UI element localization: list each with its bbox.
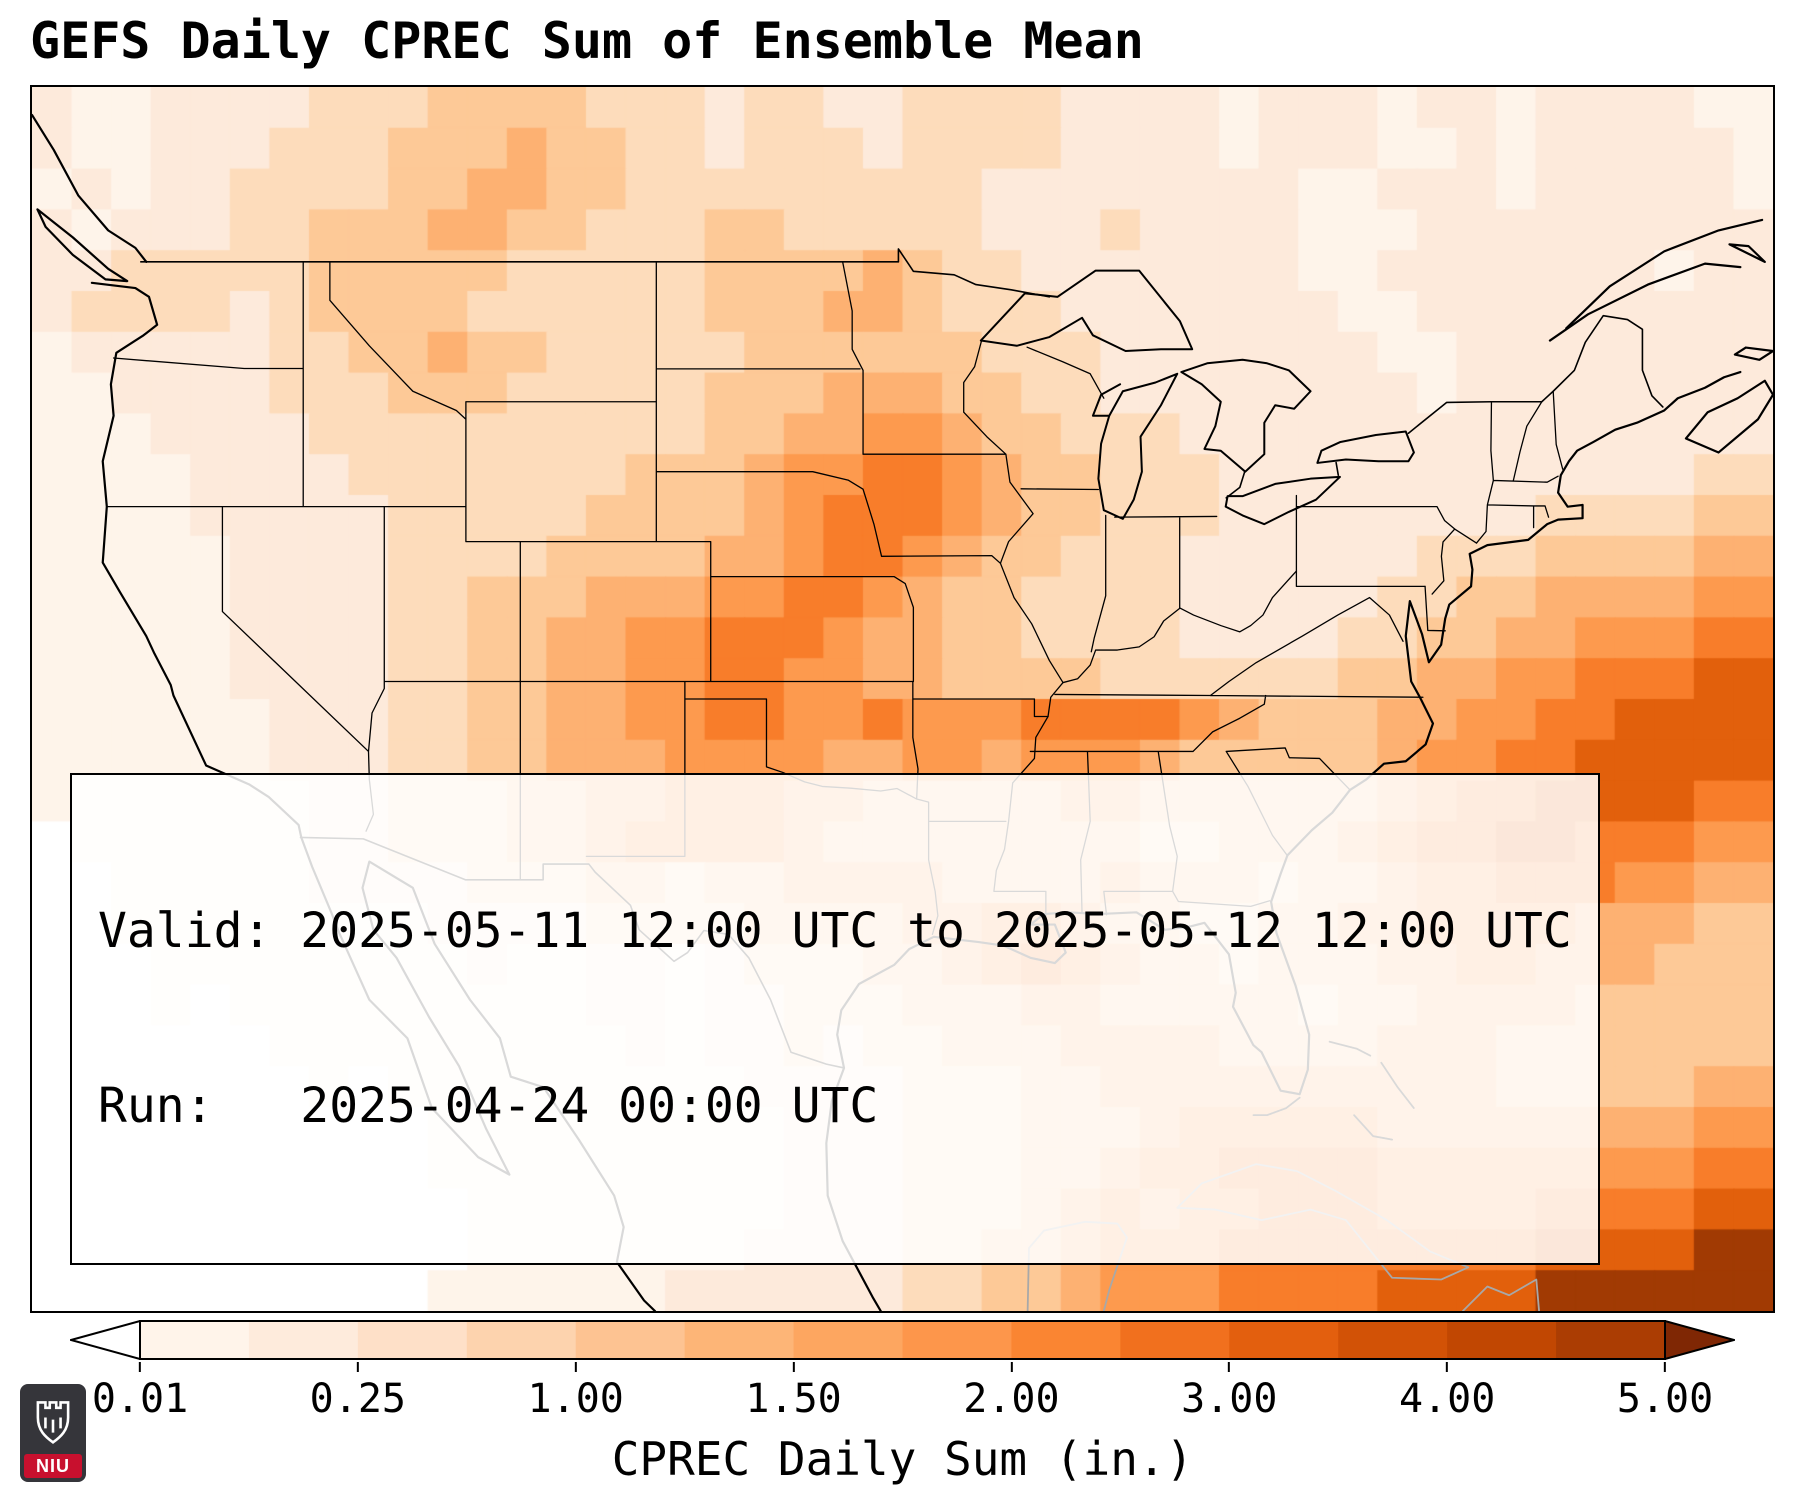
colorbar-ticks: 0.01 0.25 1.00 1.50 2.00 3.00 4.00 5.00	[70, 1362, 1735, 1424]
valid-time-text: Valid: 2025-05-11 12:00 UTC to 2025-05-1…	[98, 902, 1572, 959]
colorbar-tick-label: 5.00	[1616, 1376, 1714, 1422]
run-time-text: Run: 2025-04-24 00:00 UTC	[98, 1078, 879, 1135]
niu-logo-text: NIU	[24, 1454, 82, 1478]
niu-castle-icon	[36, 1401, 70, 1444]
colorbar-tick-label: 1.00	[527, 1376, 624, 1422]
great-lakes-outlines	[981, 271, 1414, 525]
niu-logo: NIU	[20, 1384, 86, 1482]
colorbar-tick-label: 2.00	[963, 1376, 1060, 1422]
colorbar-tick-label: 1.50	[745, 1376, 842, 1422]
colorbar-tick-label: 3.00	[1181, 1376, 1278, 1422]
map-panel: Valid: 2025-05-11 12:00 UTC to 2025-05-1…	[30, 85, 1775, 1313]
colorbar-tick-label: 0.01	[91, 1376, 189, 1422]
colorbar	[70, 1320, 1735, 1360]
chart-title: GEFS Daily CPREC Sum of Ensemble Mean	[30, 12, 1144, 70]
colorbar-tick-label: 4.00	[1398, 1376, 1496, 1422]
colorbar-label: CPREC Daily Sum (in.)	[611, 1432, 1194, 1486]
colorbar-tick-label: 0.25	[309, 1376, 407, 1422]
validity-info-box: Valid: 2025-05-11 12:00 UTC to 2025-05-1…	[70, 772, 1600, 1265]
